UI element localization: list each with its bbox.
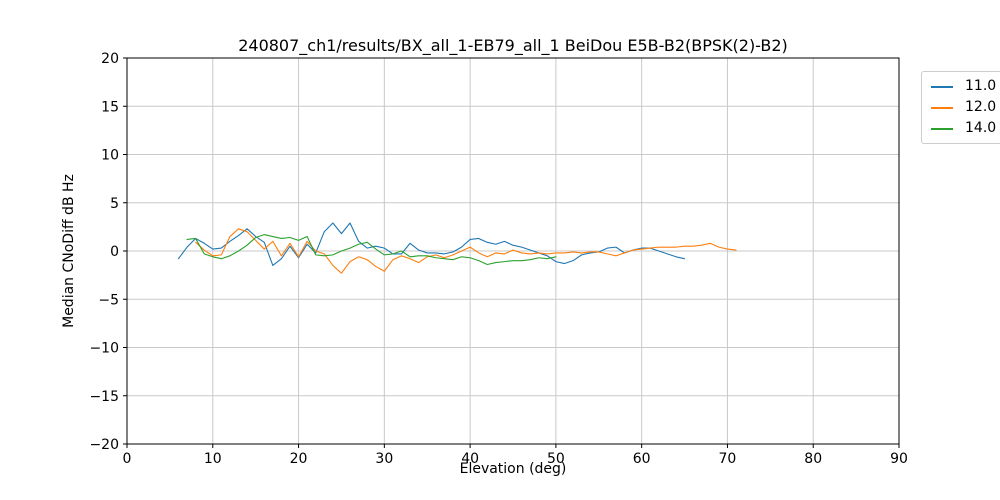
legend-entry-12.0: 12.0 bbox=[931, 99, 1000, 116]
legend-label: 14.0 bbox=[965, 120, 997, 136]
y-tick-label: 15 bbox=[101, 99, 119, 115]
y-tick-label: 10 bbox=[101, 148, 119, 164]
x-tick-label: 50 bbox=[547, 451, 565, 467]
x-tick-label: 80 bbox=[804, 451, 822, 467]
x-tick-label: 90 bbox=[890, 451, 908, 467]
x-axis-label: Elevation (deg) bbox=[459, 461, 567, 477]
x-tick-label: 10 bbox=[204, 451, 222, 467]
legend-line-swatch bbox=[931, 106, 953, 109]
legend-label: 11.0 bbox=[965, 78, 997, 94]
series-line-11.0 bbox=[177, 222, 686, 267]
legend-entry-14.0: 14.0 bbox=[931, 120, 1000, 137]
y-tick-label: −5 bbox=[98, 292, 119, 308]
y-tick-label: −20 bbox=[89, 437, 119, 453]
legend-line-swatch bbox=[931, 85, 953, 88]
legend-entry-11.0: 11.0 bbox=[931, 78, 1000, 95]
x-tick-label: 0 bbox=[123, 451, 132, 467]
legend-line-swatch bbox=[931, 127, 953, 130]
y-tick-label: 5 bbox=[110, 196, 119, 212]
series-line-12.0 bbox=[195, 228, 737, 274]
x-tick-label: 60 bbox=[633, 451, 651, 467]
x-tick-label: 20 bbox=[290, 451, 308, 467]
y-tick-label: 0 bbox=[110, 244, 119, 260]
x-tick-label: 30 bbox=[375, 451, 393, 467]
y-tick-label: −10 bbox=[89, 341, 119, 357]
legend: 11.0 12.0 14.0 bbox=[921, 71, 1000, 144]
x-tick-label: 70 bbox=[719, 451, 737, 467]
series-line-14.0 bbox=[186, 234, 557, 266]
y-tick-label: −15 bbox=[89, 389, 119, 405]
y-tick-label: 20 bbox=[101, 51, 119, 67]
chart-title: 240807_ch1/results/BX_all_1-EB79_all_1 B… bbox=[238, 36, 788, 55]
legend-label: 12.0 bbox=[965, 99, 997, 115]
x-tick-label: 40 bbox=[461, 451, 479, 467]
